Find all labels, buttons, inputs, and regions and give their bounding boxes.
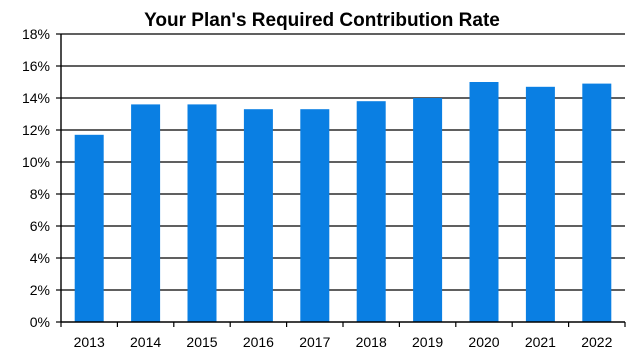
x-tick-label: 2015 [186, 334, 217, 350]
x-tick-label: 2016 [243, 334, 274, 350]
bar-2020 [469, 82, 499, 322]
axes [56, 33, 626, 327]
x-tick-label: 2022 [581, 334, 612, 350]
x-tick-label: 2020 [468, 334, 499, 350]
y-tick-label: 6% [30, 218, 50, 234]
x-tick-label: 2017 [299, 334, 330, 350]
bar-2015 [187, 104, 217, 323]
bar-2022 [582, 83, 612, 322]
bar-2016 [243, 109, 273, 322]
y-tick-label: 4% [30, 250, 50, 266]
x-tick-label: 2021 [525, 334, 556, 350]
tick-labels: 0% 2% 4% 6% 8% 10% 12% 14% 16% 18% 2013 2014 2015 201… [22, 26, 613, 350]
bars [74, 82, 612, 323]
chart-title: Your Plan's Required Contribution Rate [144, 10, 500, 31]
y-tick-label: 10% [22, 154, 50, 170]
y-tick-label: 16% [22, 58, 50, 74]
bar-2013 [74, 134, 104, 322]
x-tick-label: 2018 [356, 334, 387, 350]
x-tick-label: 2019 [412, 334, 443, 350]
x-tick-label: 2014 [130, 334, 161, 350]
bar-2019 [413, 98, 443, 322]
y-tick-label: 8% [30, 186, 50, 202]
bar-2014 [131, 104, 161, 323]
y-tick-label: 2% [30, 282, 50, 298]
y-tick-label: 0% [30, 314, 50, 330]
bar-2018 [356, 101, 386, 322]
bar-2017 [300, 109, 330, 322]
bar-2021 [525, 86, 555, 322]
x-tick-label: 2013 [74, 334, 105, 350]
y-tick-label: 18% [22, 26, 50, 42]
y-tick-label: 14% [22, 90, 50, 106]
y-tick-label: 12% [22, 122, 50, 138]
